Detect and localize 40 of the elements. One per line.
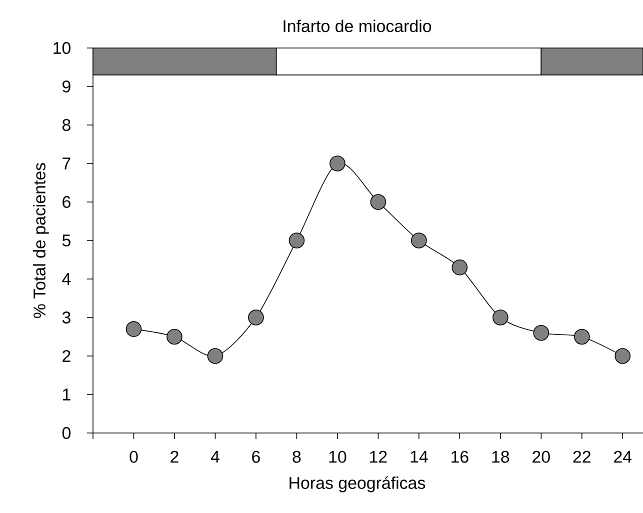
point	[288, 232, 305, 248]
x-tick-label: 14	[410, 450, 428, 462]
y-tick-label: 9	[62, 80, 70, 92]
y-tick-label: 2	[62, 350, 70, 362]
point	[492, 310, 508, 326]
y-tick-label: 1	[63, 388, 70, 400]
x-tick-label: 4	[210, 450, 220, 462]
x-tick-label: 2	[170, 450, 178, 463]
y-tick-label: 10	[54, 42, 70, 54]
point	[330, 156, 346, 172]
y-tick-label: 0	[62, 427, 71, 439]
x-tick-label: 12	[370, 450, 387, 463]
point	[614, 348, 631, 364]
x-tick-label: 18	[492, 450, 510, 463]
x-tick-label: 20	[532, 450, 550, 463]
point	[126, 321, 142, 337]
x-tick-label: 24	[614, 450, 632, 463]
point	[574, 328, 590, 345]
point	[166, 328, 182, 345]
y-tick-label: 6	[62, 196, 70, 208]
point	[207, 348, 224, 364]
y-tick-label: 8	[62, 119, 70, 131]
chart-title: Infarto de miocardio	[284, 20, 432, 32]
x-tick-label: 6	[252, 450, 260, 463]
y-tick-label: 7	[62, 158, 70, 170]
point	[248, 310, 264, 326]
y-axis-title: % Total de pacientes	[33, 162, 49, 318]
point	[452, 260, 468, 276]
x-tick-label: 22	[573, 450, 590, 463]
x-tick-label: 8	[292, 450, 301, 463]
point	[533, 325, 550, 341]
y-tick-label: 4	[62, 273, 71, 285]
x-axis-title: Horas geográficas	[290, 476, 426, 492]
y-tick-label: 3	[62, 312, 70, 324]
y-tick-label: 5	[62, 234, 70, 246]
point	[370, 194, 386, 210]
x-tick-label: 10	[329, 450, 346, 463]
point	[411, 232, 427, 248]
x-tick-label: 0	[130, 450, 138, 463]
x-tick-label: 16	[452, 450, 468, 463]
